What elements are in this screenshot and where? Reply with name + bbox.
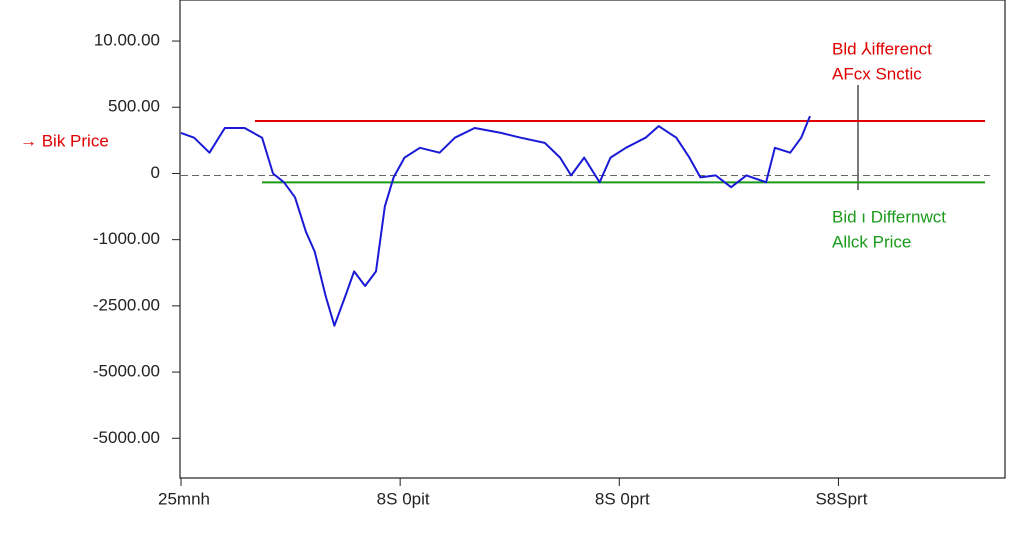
x-tick-label: 8S 0pit xyxy=(377,489,430,508)
reference-label: Allck Price xyxy=(832,232,911,251)
plot-frame xyxy=(179,0,1006,479)
y-tick-label: 10.00.00 xyxy=(94,31,160,50)
y-tick-label: -5000.00 xyxy=(93,362,160,381)
price-line xyxy=(180,115,811,327)
y-tick-label: 0 xyxy=(151,163,160,182)
reference-label: AFcx Snctic xyxy=(832,64,922,83)
y-tick-label: -1000.00 xyxy=(93,229,160,248)
y-tick-label: 500.00 xyxy=(108,97,160,116)
y-tick-label: -5000.00 xyxy=(93,428,160,447)
x-tick-label: 8S 0prt xyxy=(595,489,650,508)
x-tick-label: S8Sprt xyxy=(815,489,867,508)
x-tick-label: 25mnh xyxy=(158,489,210,508)
side-label: → Bik Price xyxy=(20,131,109,150)
reference-label: Bid ı Differnwct xyxy=(832,207,946,226)
y-tick-label: -2500.00 xyxy=(93,295,160,314)
reference-label: Bld ⅄ifferenct xyxy=(832,39,932,58)
